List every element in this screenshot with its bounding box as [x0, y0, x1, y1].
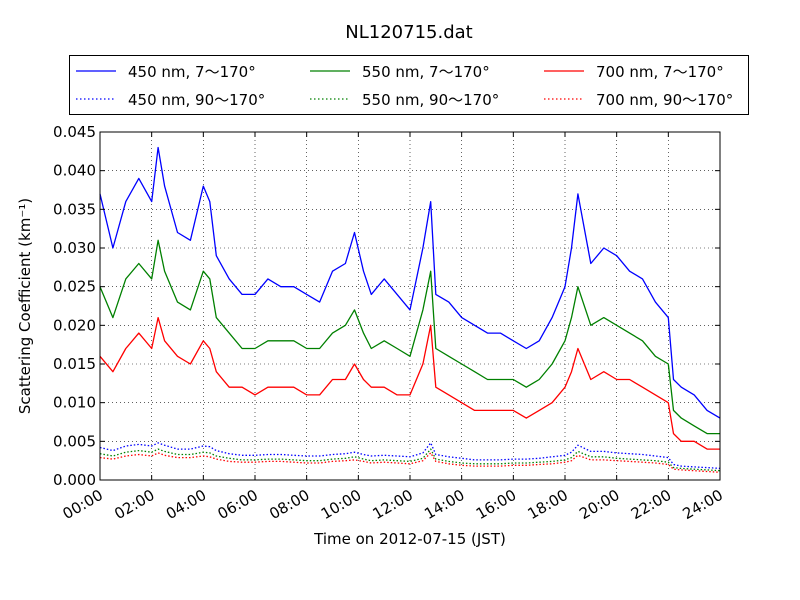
y-tick-label: 0.010 [53, 394, 96, 412]
legend-label: 450 nm, 90～170° [128, 91, 266, 109]
legend-label: 700 nm, 7～170° [596, 63, 724, 81]
y-tick-label: 0.005 [53, 432, 96, 450]
x-tick-label: 04:00 [163, 486, 209, 523]
y-axis-label: Scattering Coefficient (km⁻¹) [16, 198, 34, 414]
y-tick-label: 0.045 [53, 123, 96, 141]
x-tick-label: 02:00 [111, 486, 157, 523]
grid [100, 132, 720, 480]
x-tick-label: 10:00 [318, 486, 364, 523]
x-axis-label: Time on 2012-07-15 (JST) [313, 530, 506, 548]
series-group [99, 146, 721, 473]
y-tick-label: 0.040 [53, 162, 96, 180]
y-tick-label: 0.020 [53, 316, 96, 334]
legend-swatch-550-back [310, 98, 350, 100]
y-tick-label: 0.015 [53, 355, 96, 373]
x-tick-label: 22:00 [628, 486, 674, 523]
x-tick-label: 14:00 [421, 486, 467, 523]
legend-swatch-700-back [544, 98, 584, 100]
x-tick-label: 08:00 [266, 486, 312, 523]
series-450-total [99, 146, 721, 419]
legend: 450 nm, 7～170° 550 nm, 7～170° 700 nm, 7～… [69, 55, 749, 115]
series-700-total [99, 316, 720, 450]
x-tick-label: 00:00 [60, 486, 106, 523]
legend-swatch-450-back [76, 98, 116, 100]
y-tick-label: 0.025 [53, 278, 96, 296]
series-700-back [99, 452, 721, 473]
series-550-total [99, 239, 720, 435]
legend-label: 700 nm, 90～170° [596, 91, 734, 109]
legend-label: 450 nm, 7～170° [128, 63, 256, 81]
y-tick-label: 0.030 [53, 239, 96, 257]
series-550-back [99, 448, 721, 472]
x-tick-label: 16:00 [473, 486, 519, 523]
series-450-back [99, 442, 721, 470]
legend-swatch-550-total [310, 70, 350, 72]
x-tick-label: 24:00 [680, 486, 726, 523]
chart-title: NL120715.dat [345, 22, 472, 43]
x-tick-label: 20:00 [576, 486, 622, 523]
y-tick-label: 0.035 [53, 200, 96, 218]
y-tick-label: 0.000 [53, 471, 96, 489]
legend-label: 550 nm, 90～170° [362, 91, 500, 109]
legend-swatch-450-total [76, 70, 116, 72]
x-tick-label: 18:00 [525, 486, 571, 523]
legend-swatch-700-total [544, 70, 584, 72]
x-tick-label: 06:00 [215, 486, 261, 523]
legend-label: 550 nm, 7～170° [362, 63, 490, 81]
x-tick-label: 12:00 [370, 486, 416, 523]
